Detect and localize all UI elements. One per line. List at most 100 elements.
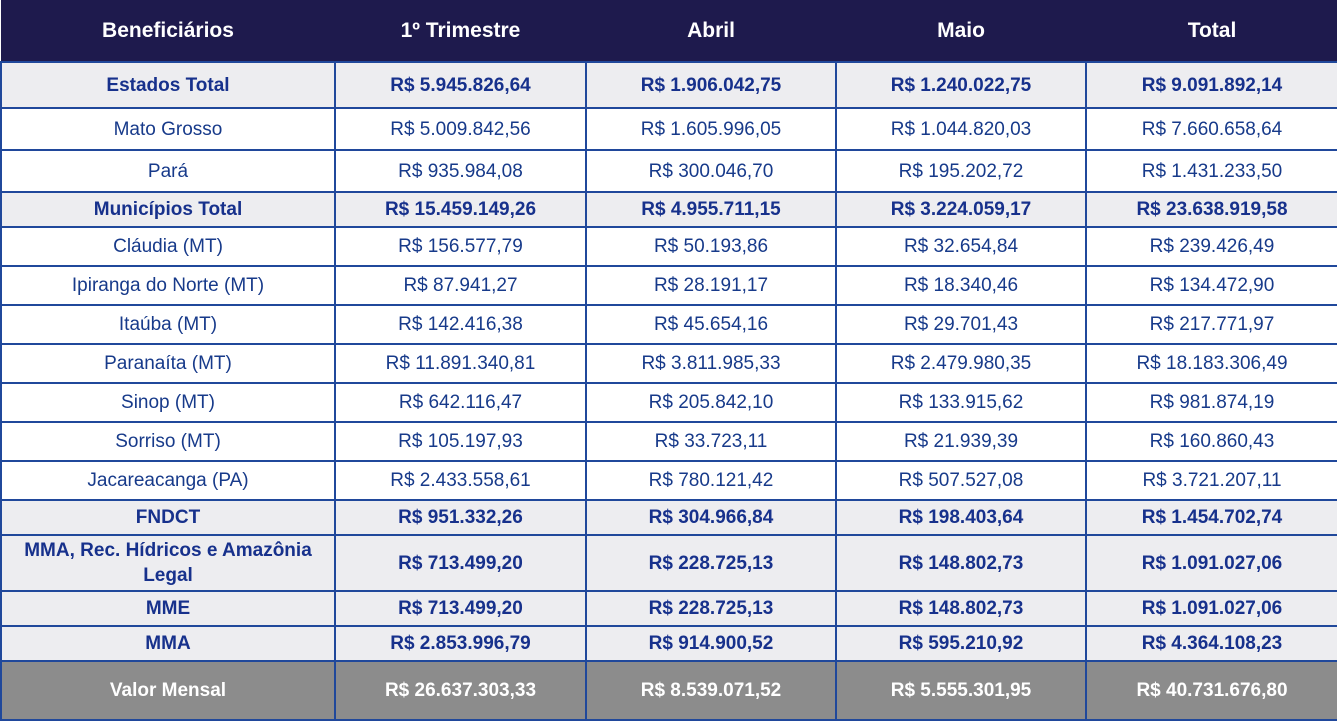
table-row: Estados Total R$ 5.945.826,64 R$ 1.906.0…	[0, 61, 1337, 109]
table-row: Mato Grosso R$ 5.009.842,56 R$ 1.605.996…	[0, 107, 1337, 151]
table-row: Sorriso (MT) R$ 105.197,93 R$ 33.723,11 …	[0, 421, 1337, 462]
table-row: MMA R$ 2.853.996,79 R$ 914.900,52 R$ 595…	[0, 625, 1337, 662]
value-q1: R$ 713.499,20	[334, 590, 587, 627]
beneficiary-name: Valor Mensal	[0, 660, 336, 721]
value-april: R$ 780.121,42	[585, 460, 837, 501]
value-may: R$ 507.527,08	[835, 460, 1087, 501]
value-total: R$ 239.426,49	[1085, 226, 1337, 267]
beneficiary-name: Pará	[0, 149, 336, 193]
value-may: R$ 195.202,72	[835, 149, 1087, 193]
value-q1: R$ 2.433.558,61	[334, 460, 587, 501]
table-row: Paranaíta (MT) R$ 11.891.340,81 R$ 3.811…	[0, 343, 1337, 384]
value-total: R$ 1.454.702,74	[1085, 499, 1337, 536]
value-total: R$ 160.860,43	[1085, 421, 1337, 462]
beneficiary-name: MME	[0, 590, 336, 627]
table-row: Jacareacanga (PA) R$ 2.433.558,61 R$ 780…	[0, 460, 1337, 501]
value-may: R$ 3.224.059,17	[835, 191, 1087, 228]
value-q1: R$ 26.637.303,33	[334, 660, 587, 721]
value-total: R$ 23.638.919,58	[1085, 191, 1337, 228]
value-total: R$ 18.183.306,49	[1085, 343, 1337, 384]
table-row: MMA, Rec. Hídricos e Amazônia Legal R$ 7…	[0, 534, 1337, 592]
value-may: R$ 21.939,39	[835, 421, 1087, 462]
value-total: R$ 7.660.658,64	[1085, 107, 1337, 151]
value-may: R$ 1.240.022,75	[835, 61, 1087, 109]
value-april: R$ 45.654,16	[585, 304, 837, 345]
value-april: R$ 3.811.985,33	[585, 343, 837, 384]
value-april: R$ 205.842,10	[585, 382, 837, 423]
beneficiary-name: FNDCT	[0, 499, 336, 536]
beneficiary-name: Estados Total	[0, 61, 336, 109]
value-q1: R$ 11.891.340,81	[334, 343, 587, 384]
beneficiary-name: Itaúba (MT)	[0, 304, 336, 345]
value-april: R$ 28.191,17	[585, 265, 837, 306]
value-q1: R$ 2.853.996,79	[334, 625, 587, 662]
value-april: R$ 228.725,13	[585, 534, 837, 592]
value-may: R$ 133.915,62	[835, 382, 1087, 423]
value-q1: R$ 105.197,93	[334, 421, 587, 462]
value-may: R$ 32.654,84	[835, 226, 1087, 267]
table-row: Pará R$ 935.984,08 R$ 300.046,70 R$ 195.…	[0, 149, 1337, 193]
value-total: R$ 1.091.027,06	[1085, 590, 1337, 627]
value-may: R$ 1.044.820,03	[835, 107, 1087, 151]
value-q1: R$ 642.116,47	[334, 382, 587, 423]
value-q1: R$ 951.332,26	[334, 499, 587, 536]
beneficiary-name: Mato Grosso	[0, 107, 336, 151]
header-abril: Abril	[585, 0, 837, 63]
table-row: FNDCT R$ 951.332,26 R$ 304.966,84 R$ 198…	[0, 499, 1337, 536]
value-may: R$ 148.802,73	[835, 534, 1087, 592]
value-may: R$ 29.701,43	[835, 304, 1087, 345]
table-row: Itaúba (MT) R$ 142.416,38 R$ 45.654,16 R…	[0, 304, 1337, 345]
value-q1: R$ 713.499,20	[334, 534, 587, 592]
beneficiary-name: Ipiranga do Norte (MT)	[0, 265, 336, 306]
value-total: R$ 134.472,90	[1085, 265, 1337, 306]
beneficiary-name: Jacareacanga (PA)	[0, 460, 336, 501]
value-q1: R$ 5.009.842,56	[334, 107, 587, 151]
value-may: R$ 5.555.301,95	[835, 660, 1087, 721]
value-april: R$ 1.906.042,75	[585, 61, 837, 109]
beneficiary-name: Sinop (MT)	[0, 382, 336, 423]
beneficiary-name: Municípios Total	[0, 191, 336, 228]
value-april: R$ 228.725,13	[585, 590, 837, 627]
value-total: R$ 4.364.108,23	[1085, 625, 1337, 662]
value-q1: R$ 935.984,08	[334, 149, 587, 193]
table-row: Ipiranga do Norte (MT) R$ 87.941,27 R$ 2…	[0, 265, 1337, 306]
value-q1: R$ 142.416,38	[334, 304, 587, 345]
header-beneficiarios: Beneficiários	[0, 0, 336, 63]
value-may: R$ 198.403,64	[835, 499, 1087, 536]
beneficiary-name: Cláudia (MT)	[0, 226, 336, 267]
value-april: R$ 4.955.711,15	[585, 191, 837, 228]
grand-total-row: Valor Mensal R$ 26.637.303,33 R$ 8.539.0…	[0, 660, 1337, 721]
value-total: R$ 1.091.027,06	[1085, 534, 1337, 592]
value-april: R$ 50.193,86	[585, 226, 837, 267]
value-q1: R$ 87.941,27	[334, 265, 587, 306]
value-april: R$ 33.723,11	[585, 421, 837, 462]
value-total: R$ 981.874,19	[1085, 382, 1337, 423]
value-april: R$ 1.605.996,05	[585, 107, 837, 151]
table-row: MME R$ 713.499,20 R$ 228.725,13 R$ 148.8…	[0, 590, 1337, 627]
value-q1: R$ 5.945.826,64	[334, 61, 587, 109]
value-total: R$ 1.431.233,50	[1085, 149, 1337, 193]
value-april: R$ 304.966,84	[585, 499, 837, 536]
value-may: R$ 18.340,46	[835, 265, 1087, 306]
value-total: R$ 9.091.892,14	[1085, 61, 1337, 109]
value-april: R$ 914.900,52	[585, 625, 837, 662]
header-maio: Maio	[835, 0, 1087, 63]
value-may: R$ 595.210,92	[835, 625, 1087, 662]
table-header-row: Beneficiários 1º Trimestre Abril Maio To…	[0, 0, 1337, 63]
table-row: Municípios Total R$ 15.459.149,26 R$ 4.9…	[0, 191, 1337, 228]
value-may: R$ 2.479.980,35	[835, 343, 1087, 384]
beneficiary-name: MMA	[0, 625, 336, 662]
value-total: R$ 217.771,97	[1085, 304, 1337, 345]
value-q1: R$ 15.459.149,26	[334, 191, 587, 228]
header-total: Total	[1085, 0, 1337, 63]
table-row: Cláudia (MT) R$ 156.577,79 R$ 50.193,86 …	[0, 226, 1337, 267]
value-april: R$ 8.539.071,52	[585, 660, 837, 721]
value-total: R$ 3.721.207,11	[1085, 460, 1337, 501]
table-row: Sinop (MT) R$ 642.116,47 R$ 205.842,10 R…	[0, 382, 1337, 423]
beneficiary-name: Paranaíta (MT)	[0, 343, 336, 384]
value-total: R$ 40.731.676,80	[1085, 660, 1337, 721]
beneficiary-name: Sorriso (MT)	[0, 421, 336, 462]
value-april: R$ 300.046,70	[585, 149, 837, 193]
beneficiary-name: MMA, Rec. Hídricos e Amazônia Legal	[0, 534, 336, 592]
